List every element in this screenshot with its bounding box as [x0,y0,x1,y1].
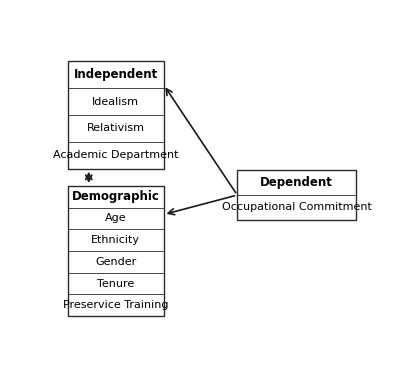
Text: Academic Department: Academic Department [53,151,178,160]
FancyBboxPatch shape [68,61,164,169]
Text: Independent: Independent [74,68,158,81]
Text: Occupational Commitment: Occupational Commitment [221,202,371,212]
Text: Tenure: Tenure [97,279,134,289]
Text: Relativism: Relativism [87,123,145,134]
Text: Demographic: Demographic [72,190,159,203]
FancyBboxPatch shape [237,170,356,220]
Text: Age: Age [105,213,126,223]
Text: Ethnicity: Ethnicity [91,235,140,245]
Text: Gender: Gender [95,257,136,267]
Text: Idealism: Idealism [92,96,139,107]
FancyBboxPatch shape [68,186,164,316]
Text: Preservice Training: Preservice Training [63,300,169,310]
Text: Dependent: Dependent [260,176,333,189]
